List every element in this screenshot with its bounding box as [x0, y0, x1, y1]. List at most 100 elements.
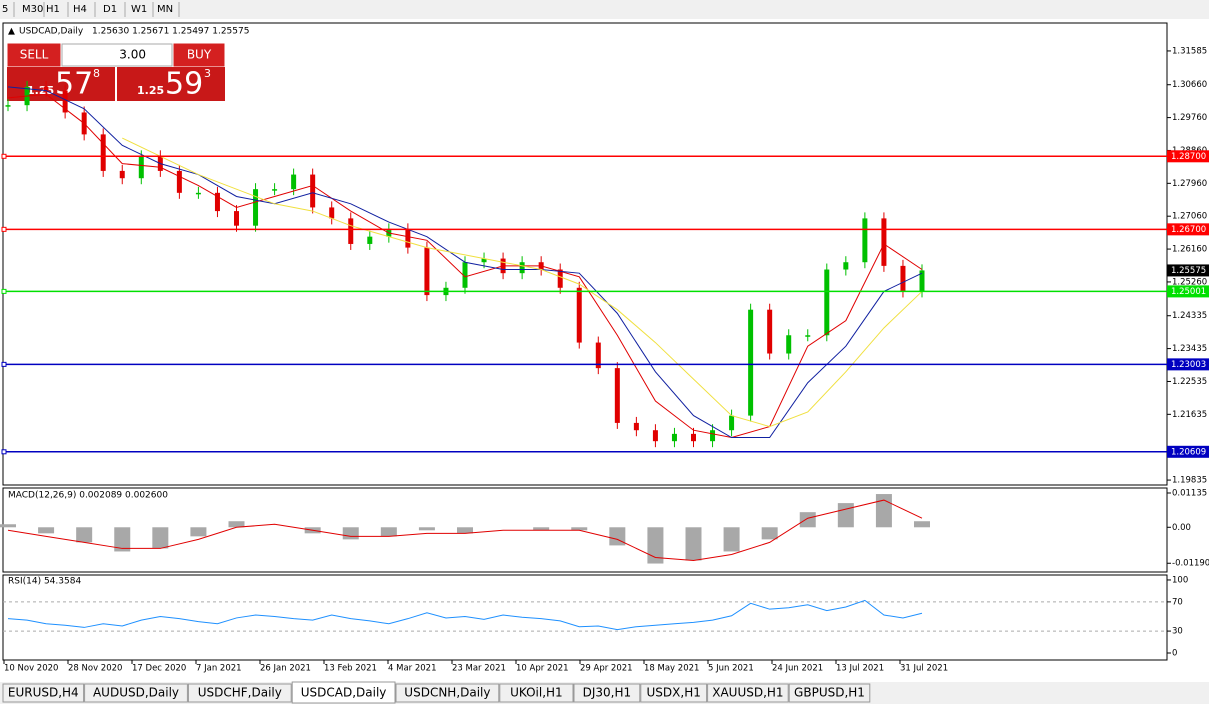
tab-label[interactable]: DJ30,H1: [583, 686, 632, 700]
sell-label[interactable]: SELL: [20, 48, 49, 62]
timeframe-button[interactable]: H1: [46, 4, 60, 15]
candle: [710, 430, 716, 442]
bid-pips[interactable]: 57: [55, 67, 93, 102]
buy-label[interactable]: BUY: [187, 48, 212, 62]
timeframe-button[interactable]: M30: [22, 4, 43, 15]
tab[interactable]: [573, 683, 641, 703]
macd-bar: [190, 527, 207, 537]
tab[interactable]: [84, 683, 188, 703]
tab[interactable]: [291, 681, 396, 704]
x-tick-label: 13 Jul 2021: [836, 664, 884, 674]
y-tick-label: 0.00: [1172, 523, 1191, 533]
sell-button[interactable]: [6, 42, 62, 68]
candle: [671, 433, 677, 442]
macd-bar: [152, 527, 169, 549]
volume-input[interactable]: [61, 43, 173, 67]
tab-label[interactable]: USDX,H1: [647, 686, 701, 700]
y-tick-label: 1.22535: [1172, 377, 1207, 387]
candle: [843, 262, 849, 270]
y-tick-label: 1.25260: [1172, 277, 1207, 287]
tab[interactable]: [640, 683, 708, 703]
level-label: 1.26700: [1171, 225, 1206, 235]
ask-point[interactable]: 3: [204, 67, 211, 80]
macd-panel: [2, 487, 1168, 573]
macd-bar: [799, 512, 816, 528]
rsi-line: [7, 599, 923, 631]
candle: [614, 368, 620, 423]
y-tick-label: 0: [1172, 648, 1177, 658]
timeframe-button[interactable]: W1: [131, 4, 147, 15]
level-label-box: [1167, 223, 1209, 236]
macd-bar: [875, 494, 892, 528]
toolbar: [0, 0, 1209, 19]
x-tick-label: 31 Jul 2021: [900, 664, 948, 674]
candle: [138, 156, 144, 179]
candle: [43, 86, 49, 91]
candle: [234, 211, 239, 226]
tab[interactable]: [395, 683, 500, 703]
level-handle: [1, 226, 7, 232]
tab-label[interactable]: USDCAD,Daily: [301, 686, 387, 700]
tab[interactable]: [707, 683, 789, 703]
candle: [481, 258, 487, 263]
timeframe-button[interactable]: MN: [157, 4, 173, 15]
tab-label[interactable]: USDCNH,Daily: [404, 686, 490, 700]
tab[interactable]: [499, 683, 574, 703]
x-tick-label: 23 Mar 2021: [452, 664, 506, 674]
y-tick-label: 1.26160: [1172, 245, 1207, 255]
y-tick-label: 100: [1172, 575, 1188, 585]
ask-big[interactable]: 1.25: [137, 84, 164, 97]
tab[interactable]: [2, 683, 85, 703]
volume[interactable]: 3.00: [119, 48, 146, 62]
x-tick-label: 24 Jun 2021: [772, 664, 823, 674]
ask-box[interactable]: [117, 67, 225, 101]
candle: [367, 236, 373, 244]
tab-label[interactable]: AUDUSD,Daily: [93, 686, 179, 700]
candle: [900, 265, 906, 292]
current-price: 1.25575: [1171, 266, 1206, 276]
candle: [214, 192, 220, 212]
candle: [62, 90, 68, 113]
tab-label[interactable]: USDCHF,Daily: [198, 686, 282, 700]
x-tick-label: 13 Feb 2021: [324, 664, 377, 674]
candle: [595, 342, 601, 369]
macd-bar: [418, 527, 435, 531]
macd-bar: [0, 524, 16, 528]
x-tick-label: 4 Mar 2021: [388, 664, 436, 674]
level-label: 1.20609: [1171, 447, 1206, 457]
macd-bar: [533, 527, 550, 531]
price-panel: [2, 22, 1168, 486]
tab-label[interactable]: XAUUSD,H1: [712, 686, 783, 700]
x-tick-label: 29 Apr 2021: [580, 664, 633, 674]
tab-label[interactable]: EURUSD,H4: [8, 686, 79, 700]
y-tick-label: 70: [1172, 597, 1183, 607]
y-tick-label: 1.31585: [1172, 46, 1207, 56]
candle: [5, 105, 11, 107]
candle: [729, 415, 735, 431]
candle: [100, 134, 106, 171]
candle: [862, 218, 868, 263]
level-label-box: [1167, 445, 1209, 458]
tab-label[interactable]: GBPUSD,H1: [794, 686, 865, 700]
bid-point[interactable]: 8: [93, 67, 100, 80]
tab[interactable]: [187, 683, 292, 703]
tab-label[interactable]: UKOil,H1: [510, 686, 563, 700]
macd-signal: [7, 499, 923, 562]
candle: [272, 189, 278, 191]
timeframe-button[interactable]: H4: [73, 4, 87, 15]
macd-bar: [723, 527, 740, 552]
level-label: 1.25001: [1171, 287, 1206, 297]
timeframe-button[interactable]: 5: [2, 4, 8, 15]
symbol: USDCAD,Daily: [19, 27, 84, 37]
x-tick-label: 5 Jun 2021: [708, 664, 754, 674]
candle: [424, 247, 430, 296]
timeframe-button[interactable]: D1: [103, 4, 117, 15]
y-tick-label: -0.011904: [1172, 559, 1209, 569]
level-handle: [1, 449, 7, 455]
macd-bar: [76, 527, 93, 543]
tab[interactable]: [788, 683, 871, 703]
macd-bar: [114, 527, 131, 552]
ask-pips[interactable]: 59: [165, 67, 203, 102]
macd-bar: [647, 527, 664, 564]
candle: [405, 229, 411, 248]
